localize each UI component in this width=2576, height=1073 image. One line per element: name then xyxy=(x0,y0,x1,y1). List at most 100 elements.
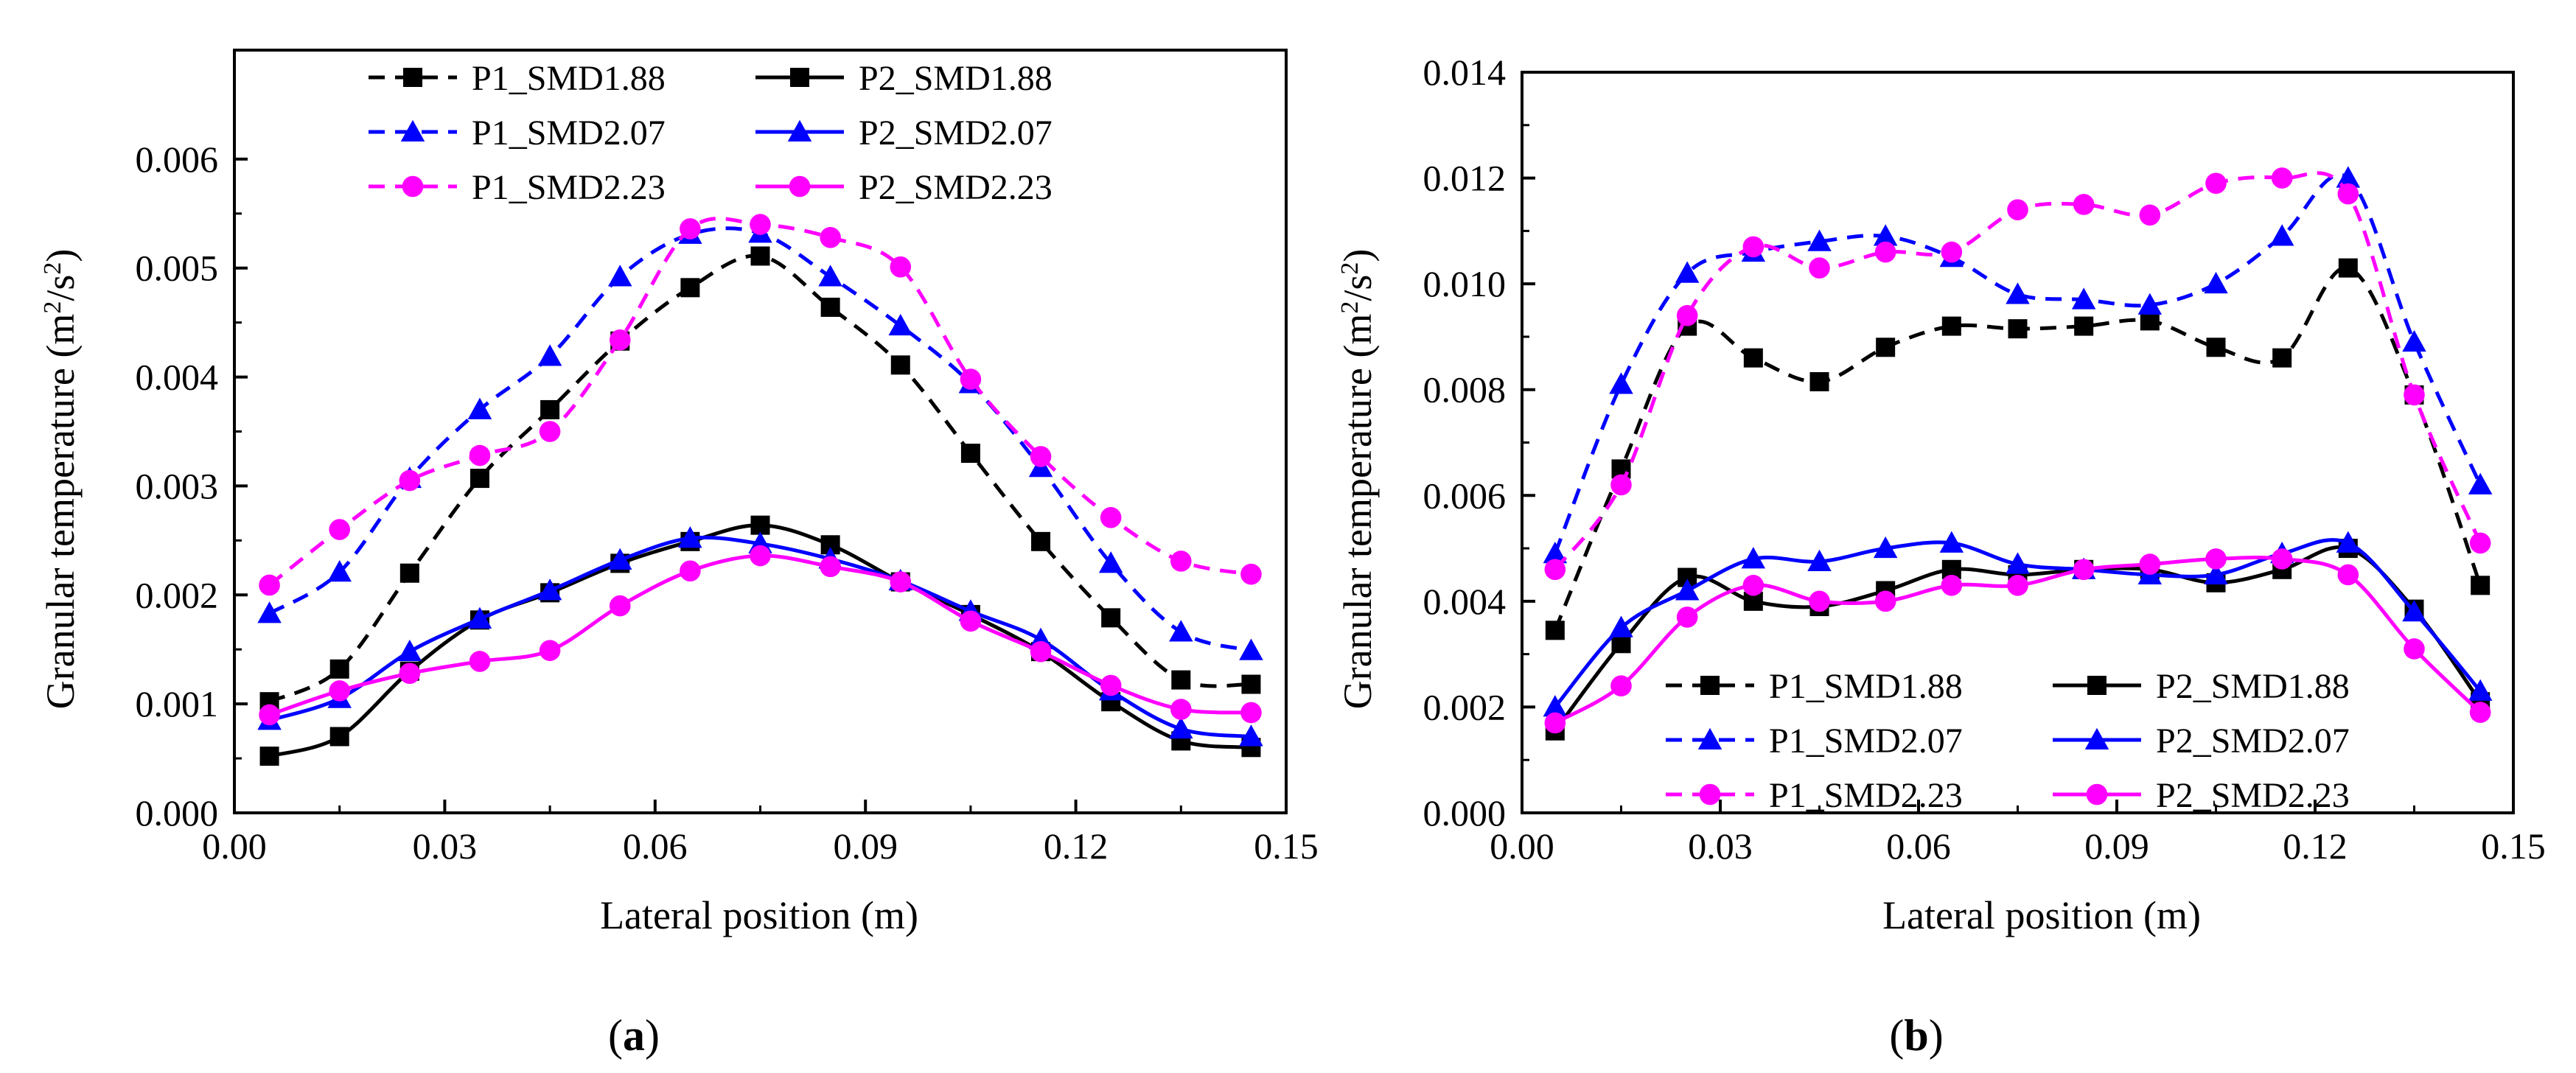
point-b-p1-smd1-88-4 xyxy=(1809,371,1829,391)
x-tick-label-a-5: 0.15 xyxy=(1254,825,1319,867)
point-b-p1-smd2-07-11 xyxy=(2269,224,2294,246)
x-tick-label-b-2: 0.06 xyxy=(1886,825,1951,867)
point-b-p2-smd2-23-11 xyxy=(2271,548,2293,570)
point-b-p1-smd2-07-9 xyxy=(2137,293,2163,315)
point-a-p1-smd2-07-0 xyxy=(257,601,282,623)
point-b-p1-smd2-07-8 xyxy=(2071,287,2096,310)
point-a-p1-smd1-88-10 xyxy=(960,444,980,464)
y-tick-label-b-3: 0.006 xyxy=(1423,475,1507,516)
legend-b: P1_SMD1.88 P2_SMD1.88 P1_SMD2.07 P2_SMD2.07… xyxy=(1666,667,2350,815)
point-a-p1-smd2-23-12 xyxy=(1100,507,1122,528)
y-axis-title-a-suffix: ) xyxy=(38,249,83,262)
x-axis-title-a: Lateral position (m) xyxy=(600,893,918,937)
point-b-p2-smd2-07-2 xyxy=(1675,579,1700,601)
point-a-p1-smd1-88-2 xyxy=(399,563,419,583)
point-b-p1-smd2-23-11 xyxy=(2271,167,2293,189)
point-b-p1-smd1-88-10 xyxy=(2206,338,2226,357)
point-a-p2-smd2-23-5 xyxy=(609,595,631,617)
point-a-p1-smd1-88-13 xyxy=(1171,670,1191,690)
legend-marker-b-p2-smd1-88 xyxy=(2087,676,2106,695)
legend-marker-a-p1-smd1-88 xyxy=(403,68,422,87)
series-line-a-p1-smd2-07 xyxy=(268,226,1252,653)
panel-label-a-close: ) xyxy=(645,1011,660,1060)
legend-marker-a-p2-smd2-07 xyxy=(787,119,812,141)
y-axis-title-b-suffix: ) xyxy=(1336,249,1380,262)
y-tick-label-b-7: 0.014 xyxy=(1423,52,1507,93)
point-b-p2-smd2-07-5 xyxy=(1873,536,1898,559)
y-axis-title-a-sup1: 2 xyxy=(39,301,66,314)
panel-label-b-open: ( xyxy=(1889,1011,1904,1060)
point-b-p1-smd2-23-6 xyxy=(1941,241,1963,263)
panel-label-a-open: ( xyxy=(608,1011,623,1060)
point-a-p1-smd2-07-5 xyxy=(607,265,632,287)
point-b-p1-smd2-07-4 xyxy=(1807,229,1832,251)
y-axis-title-a-sup2: 2 xyxy=(39,262,66,275)
legend-label-b-p2-smd2-23: P2_SMD2.23 xyxy=(2156,776,2350,815)
point-a-p1-smd2-23-13 xyxy=(1170,551,1192,572)
plot-frame-a xyxy=(233,49,1288,814)
point-a-p2-smd2-23-3 xyxy=(469,651,491,672)
legend-label-a-p1-smd2-23: P1_SMD2.23 xyxy=(472,168,666,207)
point-a-p2-smd2-07-14 xyxy=(1239,724,1263,747)
point-a-p1-smd2-23-7 xyxy=(750,214,771,235)
point-b-p2-smd2-07-10 xyxy=(2204,562,2228,584)
point-a-p2-smd2-23-9 xyxy=(890,571,912,593)
point-b-p1-smd2-23-7 xyxy=(2007,199,2028,220)
point-b-p2-smd2-07-13 xyxy=(2402,599,2426,622)
point-b-p1-smd2-07-12 xyxy=(2336,166,2361,188)
point-a-p1-smd2-23-2 xyxy=(399,469,421,492)
legend-label-a-p2-smd2-07: P2_SMD2.07 xyxy=(859,113,1053,153)
y-tick-label-b-6: 0.012 xyxy=(1423,158,1507,199)
point-b-p1-smd2-23-13 xyxy=(2404,384,2425,406)
y-tick-label-a-6: 0.006 xyxy=(136,139,219,180)
panel-label-b-letter: b xyxy=(1904,1011,1928,1060)
series-line-b-p1-smd2-07 xyxy=(1553,172,2482,555)
panel-label-a-letter: a xyxy=(623,1011,645,1060)
point-a-p1-smd2-07-9 xyxy=(888,313,913,336)
point-b-p1-smd2-23-3 xyxy=(1742,236,1765,258)
point-b-p2-smd2-07-14 xyxy=(2468,679,2493,701)
point-a-p2-smd2-23-8 xyxy=(820,556,841,578)
point-b-p1-smd2-23-1 xyxy=(1610,474,1632,496)
point-a-p1-smd2-07-13 xyxy=(1169,620,1193,642)
panel-b: Lateral position (m) Granular temperatur… xyxy=(1336,52,2546,1060)
point-b-p1-smd1-88-0 xyxy=(1545,621,1565,640)
point-b-p1-smd2-23-4 xyxy=(1809,257,1830,279)
point-b-p2-smd2-23-2 xyxy=(1676,607,1698,628)
legend-marker-a-p2-smd2-23 xyxy=(789,175,811,198)
point-b-p1-smd1-88-3 xyxy=(1743,348,1763,368)
point-b-p1-smd2-23-8 xyxy=(2073,194,2095,215)
point-b-p1-smd2-07-1 xyxy=(1609,372,1633,394)
y-tick-label-a-2: 0.002 xyxy=(136,574,219,615)
point-b-p2-smd2-23-9 xyxy=(2139,553,2161,575)
point-b-p2-smd2-23-8 xyxy=(2073,559,2095,581)
point-b-p2-smd2-23-10 xyxy=(2205,548,2227,570)
point-b-p2-smd2-07-12 xyxy=(2336,531,2361,553)
point-a-p1-smd2-23-1 xyxy=(329,519,351,540)
point-a-p1-smd2-23-14 xyxy=(1240,563,1262,585)
point-b-p1-smd2-23-14 xyxy=(2469,532,2491,554)
point-b-p1-smd2-07-2 xyxy=(1675,261,1700,283)
series-a-p1-smd2-07 xyxy=(257,221,1263,660)
panel-label-b-close: ) xyxy=(1929,1011,1944,1060)
point-b-p1-smd2-07-14 xyxy=(2468,472,2493,494)
y-tick-label-a-4: 0.004 xyxy=(136,357,219,398)
point-b-p2-smd2-23-12 xyxy=(2337,564,2359,586)
point-a-p1-smd2-23-3 xyxy=(469,444,491,466)
series-b-p2-smd2-23 xyxy=(1544,548,2491,734)
point-a-p1-smd1-88-11 xyxy=(1031,531,1051,551)
y-tick-label-b-0: 0.000 xyxy=(1423,792,1507,833)
y-axis-title-b: Granular temperature (m2/s2) xyxy=(1336,249,1380,710)
point-a-p2-smd2-23-14 xyxy=(1240,702,1262,724)
y-axis-title-a: Granular temperature (m2/s2) xyxy=(38,249,83,710)
point-b-p1-smd2-07-0 xyxy=(1543,542,1568,564)
point-a-p2-smd2-07-2 xyxy=(397,639,422,662)
point-a-p1-smd2-23-9 xyxy=(890,256,912,278)
y-tick-label-b-4: 0.008 xyxy=(1423,369,1507,410)
point-b-p2-smd2-23-0 xyxy=(1544,712,1566,734)
legend-marker-a-p2-smd1-88 xyxy=(790,68,809,87)
point-a-p1-smd1-88-1 xyxy=(329,659,349,679)
legend-marker-b-p1-smd2-23 xyxy=(1699,783,1721,805)
point-a-p1-smd1-88-7 xyxy=(750,246,770,266)
